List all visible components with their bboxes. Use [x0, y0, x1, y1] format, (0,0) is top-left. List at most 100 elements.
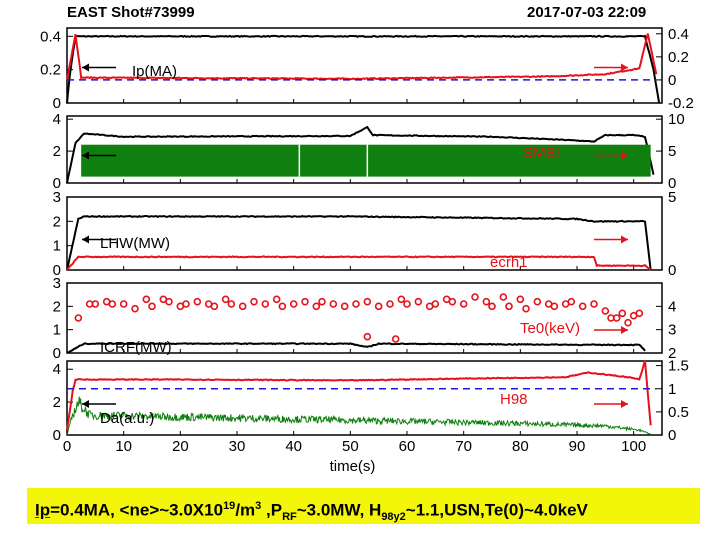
left-tick-label: 0 — [53, 95, 61, 112]
te0-point — [386, 300, 394, 308]
te0-point — [148, 302, 156, 311]
series-label-daau: Da(a.u.) — [100, 410, 154, 427]
x-tick-label: 10 — [115, 438, 132, 455]
te0-point — [227, 300, 236, 308]
right-tick-label: 5 — [668, 143, 676, 160]
te0-point — [91, 300, 100, 308]
panel-frame — [66, 360, 663, 436]
te0-point — [250, 297, 258, 306]
right-tick-label: 0.2 — [668, 49, 689, 66]
te0-point — [301, 297, 309, 306]
right-tick-label: 3 — [668, 322, 676, 339]
series-label-ecrh1: ecrh1 — [490, 254, 528, 271]
te0-point — [414, 297, 423, 306]
te0-point — [340, 302, 349, 311]
right-tick-label: 1.5 — [668, 358, 689, 375]
te0-point — [567, 297, 576, 306]
right-tick-label: 0 — [668, 262, 676, 279]
panel-1 — [66, 27, 663, 104]
shot-title: EAST Shot#73999 — [67, 4, 195, 21]
right-tick-label: 1 — [668, 381, 676, 398]
te0-point — [624, 318, 632, 327]
te0-point — [318, 297, 326, 306]
te0-point — [312, 302, 321, 311]
summary-prf-rest: ~3.0MW, H — [296, 500, 382, 520]
summary-prf-sub: RF — [282, 511, 297, 524]
summary-prf-pre: ,P — [261, 500, 283, 520]
series-label-smbi: SMBI — [523, 144, 560, 161]
te0-point — [238, 302, 247, 311]
lhwmw-trace — [66, 214, 652, 271]
panel-frame — [66, 282, 663, 354]
summary-ne-exp: 19 — [223, 500, 236, 512]
te0-point — [278, 302, 287, 311]
left-tick-label: 1 — [53, 238, 61, 255]
te0-point — [165, 297, 173, 306]
panel-frame — [66, 115, 663, 184]
left-tick-label: 0 — [53, 427, 61, 444]
summary-rest: ~1.1,USN,Te(0)~4.0keV — [405, 500, 588, 520]
x-tick-label: 20 — [172, 438, 189, 455]
te0-point — [431, 300, 440, 308]
te0-point — [261, 300, 270, 308]
h98-trace — [66, 360, 652, 431]
te0-point — [612, 314, 621, 322]
te0-point — [448, 297, 457, 306]
panel-frame — [66, 27, 663, 104]
x-tick-label: 90 — [569, 438, 586, 455]
left-tick-label: 3 — [53, 189, 61, 206]
te0-point — [522, 304, 530, 313]
right-tick-label: 0 — [668, 427, 676, 444]
te0-point — [578, 302, 587, 311]
te0-point — [193, 297, 202, 306]
icrfmw-trace — [66, 342, 646, 354]
left-tick-label: 0 — [53, 345, 61, 362]
left-tick-label: 4 — [53, 361, 61, 378]
ipma-trace — [66, 34, 661, 104]
te0-point — [533, 297, 542, 306]
te0-point — [363, 332, 372, 341]
x-axis-label: time(s) — [330, 458, 376, 475]
te0-point — [601, 307, 610, 315]
right-arrow-head — [621, 63, 628, 72]
te0-point — [363, 297, 372, 306]
te0-point — [391, 335, 400, 343]
te0-point — [505, 302, 513, 311]
te0-point — [108, 300, 117, 308]
right-tick-label: 0.4 — [668, 26, 689, 43]
te0-point — [289, 300, 298, 308]
right-arrow-head — [621, 235, 628, 244]
right-tick-label: 0 — [668, 72, 676, 89]
series-label-icrfmw: ICRF(MW) — [100, 339, 172, 356]
left-tick-label: 0.2 — [40, 62, 61, 79]
te0-point — [221, 295, 230, 304]
left-tick-label: 0 — [53, 175, 61, 192]
te0-point — [482, 297, 491, 306]
te0-point — [459, 300, 468, 308]
panel-3 — [66, 196, 663, 271]
right-tick-label: 0.5 — [668, 404, 689, 421]
te0-point — [499, 293, 508, 301]
x-tick-label: 60 — [399, 438, 416, 455]
summary-ip: Ip — [35, 500, 51, 520]
te0-point — [550, 302, 559, 311]
left-tick-label: 4 — [53, 111, 61, 128]
te0-point — [329, 300, 338, 308]
series-label-h98: H98 — [500, 391, 528, 408]
panel-2 — [66, 115, 663, 184]
te0-point — [131, 304, 139, 313]
te0-point — [397, 295, 406, 304]
smbi-band — [81, 144, 651, 177]
summary-h-sub: 98y2 — [381, 511, 406, 524]
shot-timestamp: 2017-07-03 22:09 — [527, 4, 647, 21]
left-tick-label: 1 — [53, 322, 61, 339]
te0-point — [618, 309, 627, 318]
te0-point — [352, 300, 360, 308]
right-arrow-head — [621, 151, 628, 160]
x-tick-label: 50 — [342, 438, 359, 455]
series-label-ipma: Ip(MA) — [132, 63, 177, 80]
te0-point — [590, 300, 598, 308]
left-tick-label: 3 — [53, 275, 61, 292]
x-tick-label: 100 — [621, 438, 646, 455]
